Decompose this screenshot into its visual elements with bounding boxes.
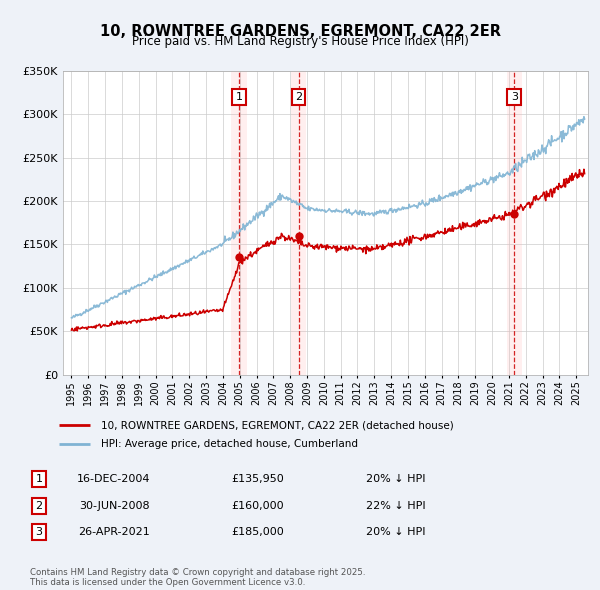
- Bar: [232, 71, 247, 375]
- Text: Contains HM Land Registry data © Crown copyright and database right 2025.
This d: Contains HM Land Registry data © Crown c…: [30, 568, 365, 587]
- Text: 1: 1: [236, 92, 242, 102]
- Text: 20% ↓ HPI: 20% ↓ HPI: [366, 474, 426, 484]
- Text: 2: 2: [35, 501, 43, 510]
- Text: 10, ROWNTREE GARDENS, EGREMONT, CA22 2ER (detached house): 10, ROWNTREE GARDENS, EGREMONT, CA22 2ER…: [101, 421, 454, 431]
- Text: 26-APR-2021: 26-APR-2021: [78, 527, 150, 537]
- Text: £185,000: £185,000: [232, 527, 284, 537]
- Text: 3: 3: [511, 92, 518, 102]
- Text: 1: 1: [35, 474, 43, 484]
- Text: 20% ↓ HPI: 20% ↓ HPI: [366, 527, 426, 537]
- Text: £135,950: £135,950: [232, 474, 284, 484]
- Text: £160,000: £160,000: [232, 501, 284, 510]
- Text: 30-JUN-2008: 30-JUN-2008: [79, 501, 149, 510]
- Text: 2: 2: [295, 92, 302, 102]
- Bar: [507, 71, 522, 375]
- Text: 16-DEC-2004: 16-DEC-2004: [77, 474, 151, 484]
- Text: 10, ROWNTREE GARDENS, EGREMONT, CA22 2ER: 10, ROWNTREE GARDENS, EGREMONT, CA22 2ER: [100, 24, 500, 38]
- Text: HPI: Average price, detached house, Cumberland: HPI: Average price, detached house, Cumb…: [101, 440, 358, 449]
- Text: 3: 3: [35, 527, 43, 537]
- Text: Price paid vs. HM Land Registry's House Price Index (HPI): Price paid vs. HM Land Registry's House …: [131, 35, 469, 48]
- Bar: [291, 71, 306, 375]
- Text: 22% ↓ HPI: 22% ↓ HPI: [366, 501, 426, 510]
